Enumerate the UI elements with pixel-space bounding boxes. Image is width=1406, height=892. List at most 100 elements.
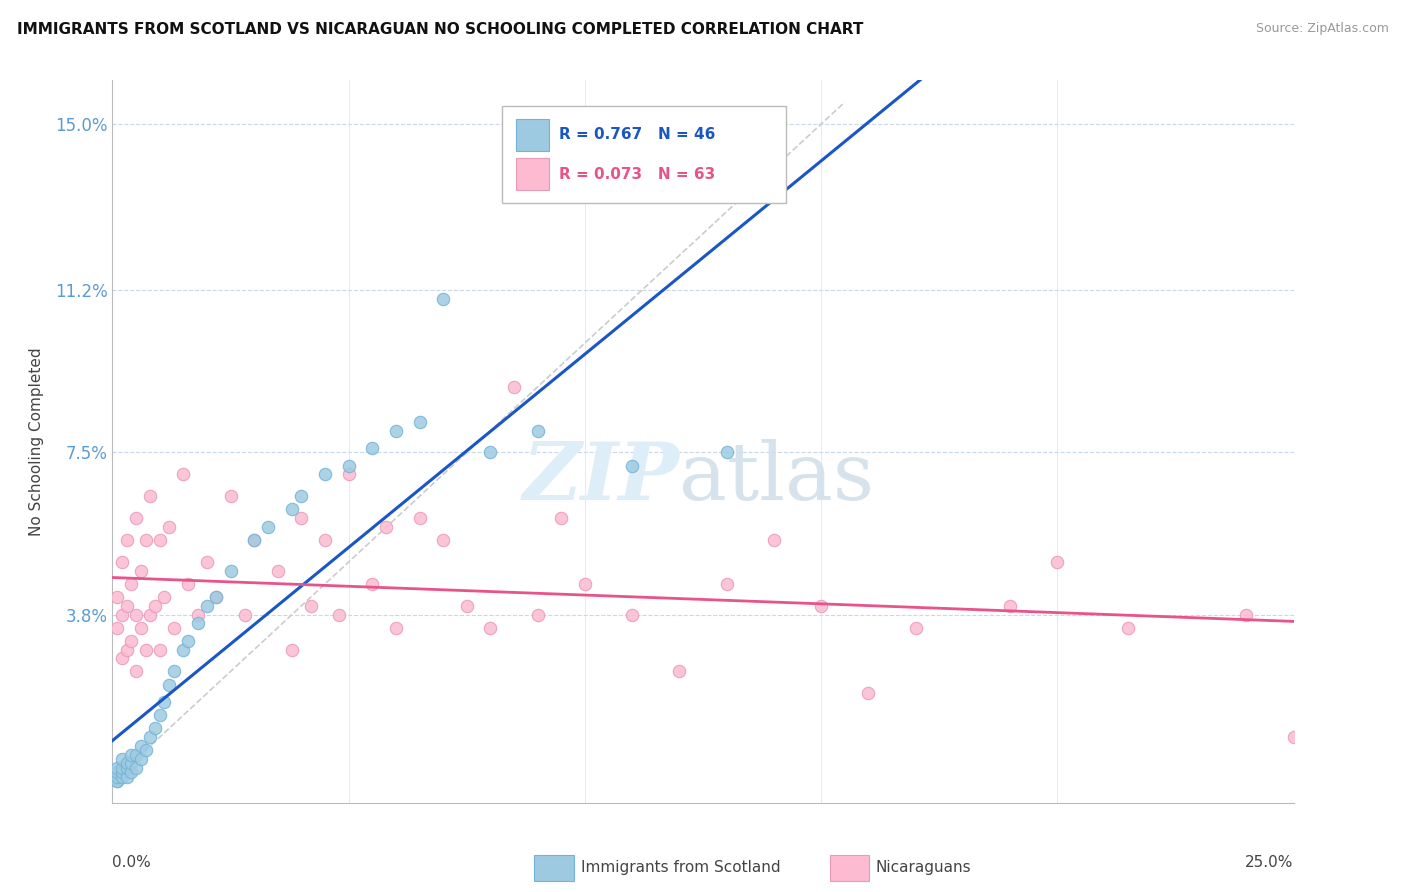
Point [139, 730, 162, 744]
Point [574, 577, 596, 591]
Point [177, 633, 200, 648]
Point [1234, 607, 1257, 622]
Point [526, 607, 548, 622]
Point [157, 677, 180, 691]
Point [111, 765, 134, 780]
Point [129, 739, 152, 753]
Point [143, 599, 166, 613]
Point [281, 642, 304, 657]
Text: Source: ZipAtlas.com: Source: ZipAtlas.com [1256, 22, 1389, 36]
Point [129, 564, 152, 578]
Point [111, 761, 134, 775]
Point [314, 533, 336, 547]
Point [361, 577, 384, 591]
Point [385, 424, 408, 438]
Point [153, 695, 176, 709]
Point [810, 599, 832, 613]
Bar [516, 158, 550, 190]
Point [479, 621, 502, 635]
Point [111, 770, 134, 784]
Point [157, 520, 180, 534]
Point [219, 489, 242, 503]
Point [328, 607, 350, 622]
Point [762, 533, 785, 547]
Point [135, 533, 157, 547]
Point [337, 467, 360, 482]
Text: Nicaraguans: Nicaraguans [876, 861, 972, 875]
Text: 0.0%: 0.0% [112, 855, 152, 870]
Point [716, 577, 738, 591]
Point [195, 555, 218, 569]
Point [172, 642, 194, 657]
Point [550, 511, 572, 525]
Bar [516, 119, 550, 151]
Point [361, 441, 384, 455]
Point [858, 686, 880, 700]
Point [105, 590, 128, 604]
Point [115, 770, 138, 784]
Point [1046, 555, 1069, 569]
Point [503, 380, 526, 394]
Point [526, 424, 548, 438]
Point [149, 533, 172, 547]
Point [149, 642, 172, 657]
Point [105, 773, 128, 788]
Point [195, 599, 218, 613]
Point [668, 665, 690, 679]
Point [281, 502, 304, 516]
Point [621, 458, 644, 473]
Point [105, 761, 128, 775]
Point [120, 765, 142, 780]
Text: ZIP: ZIP [523, 439, 679, 516]
Text: Immigrants from Scotland: Immigrants from Scotland [581, 861, 780, 875]
Point [125, 511, 148, 525]
Point [105, 621, 128, 635]
Point [243, 533, 266, 547]
Point [432, 533, 454, 547]
Point [177, 577, 200, 591]
Point [120, 577, 142, 591]
Point [111, 752, 134, 766]
Text: R = 0.767   N = 46: R = 0.767 N = 46 [560, 127, 716, 142]
Point [111, 651, 134, 665]
Point [163, 621, 186, 635]
Point [385, 621, 408, 635]
Point [243, 533, 266, 547]
Point [257, 520, 280, 534]
Text: R = 0.073   N = 63: R = 0.073 N = 63 [560, 167, 716, 182]
Point [432, 292, 454, 306]
Y-axis label: No Schooling Completed: No Schooling Completed [28, 347, 44, 536]
Point [408, 511, 430, 525]
Point [163, 665, 186, 679]
Point [233, 607, 256, 622]
Point [153, 590, 176, 604]
Point [456, 599, 478, 613]
Point [375, 520, 398, 534]
Point [290, 489, 312, 503]
Point [621, 607, 644, 622]
Point [337, 458, 360, 473]
Point [716, 445, 738, 459]
Point [120, 633, 142, 648]
Point [105, 773, 128, 788]
Point [105, 765, 128, 780]
Point [205, 590, 228, 604]
Point [125, 607, 148, 622]
Point [1116, 621, 1139, 635]
Point [135, 642, 157, 657]
Point [186, 607, 208, 622]
Point [125, 747, 148, 762]
Point [115, 599, 138, 613]
Text: 25.0%: 25.0% [1246, 855, 1294, 870]
Point [120, 756, 142, 771]
Point [290, 511, 312, 525]
Point [143, 722, 166, 736]
Point [129, 752, 152, 766]
Point [139, 607, 162, 622]
Text: atlas: atlas [679, 439, 875, 516]
Point [267, 564, 290, 578]
Point [125, 665, 148, 679]
Point [125, 761, 148, 775]
Point [105, 770, 128, 784]
Text: IMMIGRANTS FROM SCOTLAND VS NICARAGUAN NO SCHOOLING COMPLETED CORRELATION CHART: IMMIGRANTS FROM SCOTLAND VS NICARAGUAN N… [17, 22, 863, 37]
